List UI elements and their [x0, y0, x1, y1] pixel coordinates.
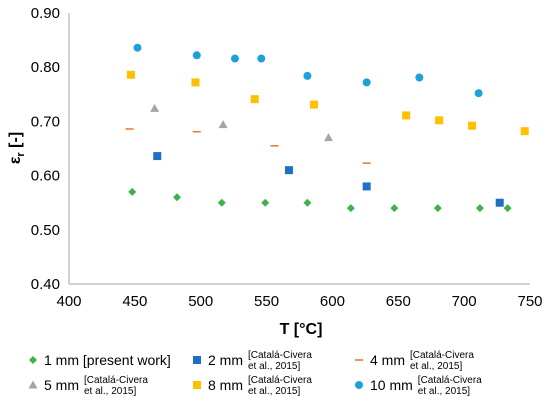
data-point	[495, 198, 504, 207]
data-point	[128, 187, 137, 196]
data-point	[192, 130, 201, 133]
data-point	[435, 116, 444, 125]
data-point	[362, 78, 371, 87]
data-point	[433, 204, 442, 213]
data-point	[390, 204, 399, 213]
data-point	[218, 120, 228, 129]
series-2	[125, 128, 371, 164]
legend-label: 8 mm	[208, 377, 243, 393]
x-tick-label: 400	[56, 293, 81, 310]
y-tick-label: 0.80	[31, 59, 60, 76]
legend-marker	[29, 356, 37, 364]
data-point	[284, 166, 293, 175]
data-point	[402, 111, 411, 120]
x-tick-label: 450	[122, 293, 147, 310]
legend-label: 1 mm [present work]	[44, 352, 171, 368]
x-tick-label: 700	[452, 293, 477, 310]
y-axis-title-main: ε	[7, 156, 24, 164]
data-point	[133, 43, 142, 52]
data-point	[362, 162, 371, 164]
data-point	[346, 204, 355, 213]
legend-label: 4 mm	[370, 352, 405, 368]
series-4	[126, 70, 529, 136]
data-point	[153, 152, 162, 161]
series-3	[150, 103, 333, 142]
y-tick-label: 0.40	[31, 276, 60, 293]
data-point	[468, 121, 477, 130]
legend-citation-line2: et al., 2015]	[84, 386, 136, 397]
legend: 1 mm [present work] 2 mm [Catalá-Civeraet …	[28, 350, 482, 397]
data-point	[415, 73, 424, 82]
legend-citation-line1: [Catalá-Civera	[248, 350, 312, 361]
data-point	[217, 198, 226, 207]
y-tick-label: 0.50	[31, 222, 60, 239]
legend-citation-line1: [Catalá-Civera	[410, 350, 474, 361]
series-5	[133, 43, 483, 98]
legend-item: 1 mm [present work]	[29, 352, 171, 368]
x-tick-label: 750	[517, 293, 542, 310]
x-tick-label: 650	[386, 293, 411, 310]
legend-citation-line1: [Catalá-Civera	[84, 375, 148, 386]
data-point	[250, 95, 259, 104]
data-point	[303, 71, 312, 80]
legend-citation-line1: [Catalá-Civera	[248, 375, 312, 386]
y-axis-title-sub: r	[15, 152, 27, 157]
legend-marker	[193, 356, 201, 364]
data-point	[192, 51, 201, 60]
data-point	[191, 78, 200, 87]
legend-label: 2 mm	[208, 352, 243, 368]
x-axis-title: T [°C]	[280, 321, 323, 338]
x-tick-label: 500	[188, 293, 213, 310]
y-tick-label: 0.90	[31, 5, 60, 22]
data-point	[173, 193, 182, 202]
y-tick-label: 0.60	[31, 168, 60, 185]
series-1	[153, 152, 504, 207]
legend-citation-line2: et al., 2015]	[418, 386, 470, 397]
legend-label: 10 mm	[370, 377, 413, 393]
series-0	[128, 187, 512, 213]
legend-label: 5 mm	[44, 377, 79, 393]
legend-citation-line1: [Catalá-Civera	[418, 375, 482, 386]
data-point	[125, 128, 134, 130]
data-point	[257, 54, 266, 63]
data-point	[503, 204, 512, 213]
data-point	[150, 103, 160, 112]
legend-marker	[193, 381, 201, 389]
y-tick-labels: 0.40 0.50 0.60 0.70 0.80 0.90	[31, 5, 60, 293]
data-point	[474, 89, 483, 98]
x-tick-labels: 400 450 500 550 600 650 700 750	[56, 293, 542, 310]
legend-marker	[355, 381, 363, 389]
data-point	[303, 198, 312, 207]
legend-citation-line2: et al., 2015]	[410, 361, 462, 372]
x-tick-label: 600	[320, 293, 345, 310]
data-point	[126, 70, 135, 79]
axes	[68, 13, 530, 285]
y-tick-label: 0.70	[31, 113, 60, 130]
data-point	[230, 54, 239, 63]
data-point	[362, 182, 371, 191]
data-point	[309, 100, 318, 109]
legend-citation-line2: et al., 2015]	[248, 361, 300, 372]
legend-marker	[355, 359, 363, 361]
data-point	[261, 198, 270, 207]
x-tick-label: 550	[254, 293, 279, 310]
plot-points	[125, 43, 529, 213]
y-axis-title-unit: [-]	[7, 132, 24, 152]
y-axis-title: εr [-]	[7, 132, 27, 164]
data-point	[475, 204, 484, 213]
legend-marker	[28, 380, 38, 389]
data-point	[520, 127, 529, 136]
legend-citation-line2: et al., 2015]	[248, 386, 300, 397]
data-point	[270, 144, 279, 147]
data-point	[323, 133, 333, 142]
